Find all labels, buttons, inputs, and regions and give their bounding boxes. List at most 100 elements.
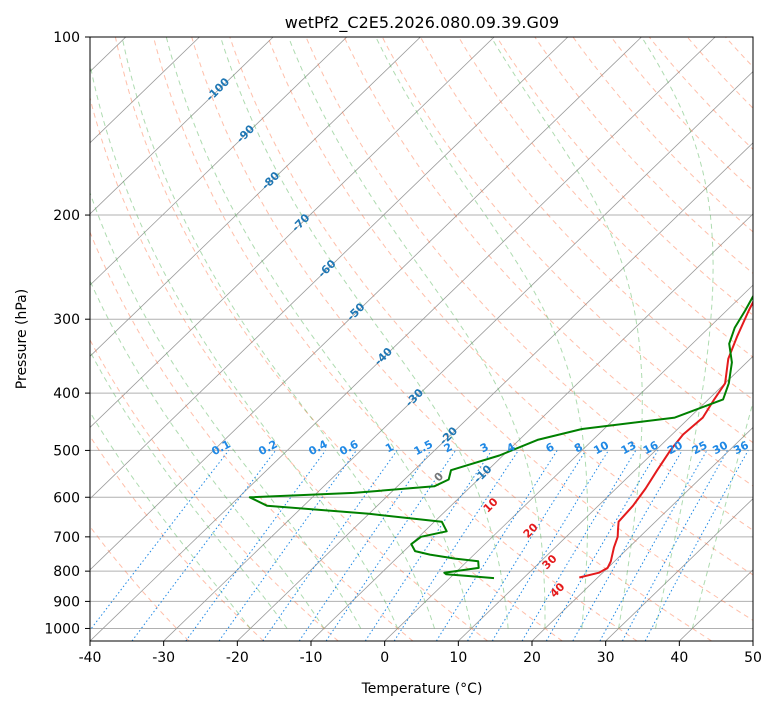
isotherm-20: [531, 426, 753, 641]
dry-adiabat-90: [381, 37, 753, 444]
y-tick-label-3: 400: [53, 386, 80, 402]
mixing-ratio-label-7: 3: [478, 440, 491, 455]
mixing-ratio-line-2: [185, 450, 327, 641]
y-tick-label-1: 200: [53, 208, 80, 224]
isotherm--50: [90, 37, 642, 571]
mixing-ratio-label-1: 0.2: [256, 438, 279, 459]
x-tick-label-8: 40: [670, 650, 688, 666]
wet-bulb-label-4: 40: [547, 580, 567, 600]
mixing-ratio-line-14: [572, 450, 683, 641]
mixing-ratio-label-17: 36: [731, 438, 751, 457]
mixing-ratio-line-10: [467, 450, 587, 641]
isotherm-label-4: -60: [315, 257, 338, 280]
dewpoint-series-line: [248, 294, 753, 580]
mixing-ratio-label-4: 1: [383, 440, 396, 455]
isotherm-label-9: -10: [471, 462, 494, 485]
dry-adiabat--10: [90, 338, 339, 641]
moist-adiabat-35: [641, 37, 714, 629]
y-tick-label-8: 900: [53, 594, 80, 610]
y-axis-label: Pressure (hPa): [14, 289, 30, 389]
moist-adiabat-10: [165, 37, 472, 629]
isotherm-10: [458, 355, 753, 641]
isotherm--110: [90, 37, 200, 144]
dry-adiabat-40: [191, 37, 712, 641]
moist-adiabat-40: [691, 399, 753, 629]
x-tick-label-0: -40: [79, 650, 102, 666]
mixing-ratio-label-11: 10: [591, 438, 611, 457]
mixing-ratio-line-3: [218, 450, 357, 641]
isotherm-30: [605, 498, 753, 641]
x-tick-label-4: 0: [380, 650, 389, 666]
isotherm-40: [679, 569, 753, 641]
mixing-ratio-label-15: 25: [690, 439, 710, 458]
mixing-ratio-line-9: [435, 450, 558, 641]
moist-adiabat--10: [90, 279, 325, 629]
mixing-ratio-label-10: 8: [572, 440, 585, 455]
y-tick-label-5: 600: [53, 490, 80, 506]
x-tick-label-1: -30: [152, 650, 175, 666]
mixing-ratio-label-14: 20: [665, 438, 685, 457]
mixing-ratio-label-3: 0.6: [337, 437, 361, 458]
mixing-ratio-line-11: [491, 450, 609, 641]
plot-frame: [89, 36, 754, 642]
dry-adiabat-80: [343, 37, 753, 487]
x-tick-label-5: 10: [449, 650, 467, 666]
dry-adiabat-20: [114, 37, 563, 641]
x-tick-label-9: 50: [744, 650, 762, 666]
isotherm-label-1: -90: [234, 122, 257, 145]
dry-adiabat-190: [764, 37, 775, 641]
moist-adiabat-5: [121, 37, 435, 629]
isotherm--80: [90, 37, 421, 357]
x-tick-label-3: -10: [300, 650, 323, 666]
dry-adiabat-110: [458, 37, 753, 358]
isotherm-label-6: -40: [372, 345, 395, 368]
mixing-ratio-label-12: 13: [619, 439, 639, 458]
moist-adiabat-15: [220, 37, 509, 629]
plot-lines: [248, 294, 753, 580]
y-tick-label-2: 300: [53, 312, 80, 328]
dry-adiabat--20: [90, 435, 264, 641]
mixing-ratio-label-2: 0.4: [306, 437, 330, 458]
isotherm--20: [237, 142, 753, 641]
mixing-ratio-line-13: [545, 450, 659, 641]
dry-adiabat-70: [305, 37, 753, 531]
dry-adiabat-10: [90, 95, 488, 641]
plot-area: [90, 37, 775, 641]
isotherm--60: [90, 37, 569, 500]
dry-adiabat-50: [229, 37, 753, 621]
isotherm-label-8: -20: [437, 424, 460, 447]
moist-adiabat--5: [90, 191, 362, 629]
isotherm--70: [90, 37, 495, 429]
mixing-ratio-line-8: [393, 450, 519, 641]
mixing-ratio-label-5: 1.5: [412, 438, 435, 459]
isotherm--100: [90, 37, 274, 215]
dry-adiabat-160: [648, 37, 753, 150]
mixing-ratio-label-16: 30: [710, 438, 730, 457]
mixing-ratio-line-15: [599, 450, 708, 641]
x-axis-label: Temperature (°C): [361, 681, 483, 697]
mixing-ratio-line-1: [131, 450, 277, 641]
isotherm--40: [90, 37, 716, 641]
mixing-ratio-line-4: [262, 450, 398, 641]
chart-title: wetPf2_C2E5.2026.080.09.39.G09: [285, 13, 559, 33]
isotherm-label-5: -50: [344, 300, 367, 323]
mixing-ratio-label-13: 16: [641, 438, 661, 457]
mixing-ratio-line-16: [621, 450, 728, 641]
x-tick-label-2: -20: [226, 650, 249, 666]
mixing-ratio-line-12: [521, 450, 637, 641]
y-tick-label-7: 800: [53, 564, 80, 580]
isotherm-label-2: -80: [259, 169, 282, 192]
y-tick-label-0: 100: [53, 30, 80, 46]
wet-bulb-label-1: 10: [481, 495, 501, 515]
isotherm--30: [163, 71, 753, 641]
dry-adiabat-30: [153, 37, 638, 641]
wet-bulb-label-2: 20: [521, 520, 541, 540]
isotherm-label-0: -100: [203, 75, 232, 104]
dry-adiabat-120: [496, 37, 753, 316]
dry-adiabat-150: [610, 37, 753, 192]
moist-adiabat--20: [90, 411, 251, 629]
dry-adiabat-100: [419, 37, 753, 401]
dry-adiabat-180: [725, 37, 753, 68]
moist-adiabat-30: [490, 37, 643, 629]
